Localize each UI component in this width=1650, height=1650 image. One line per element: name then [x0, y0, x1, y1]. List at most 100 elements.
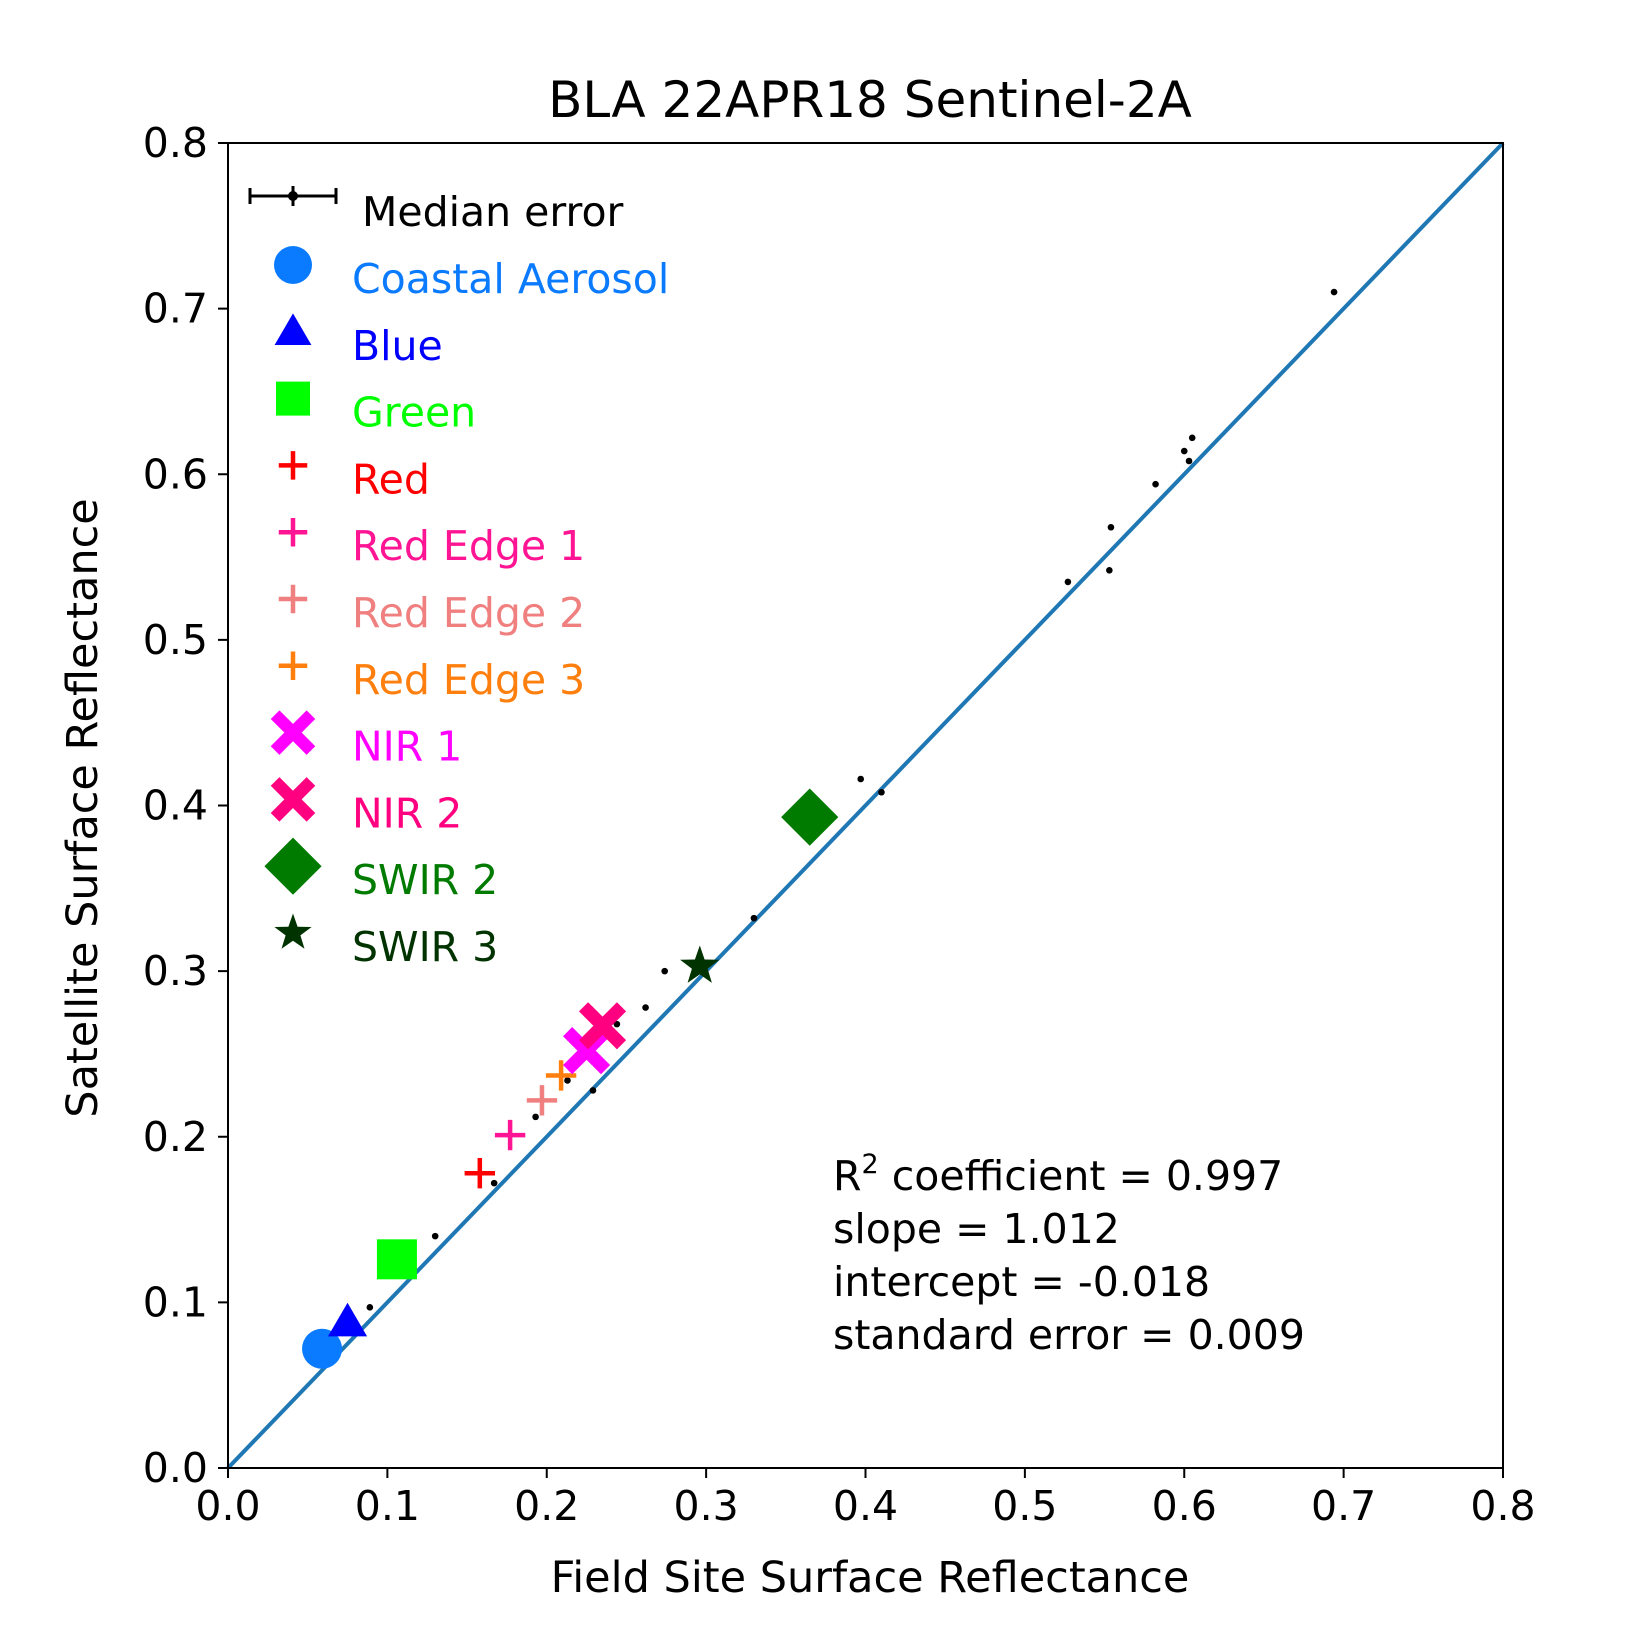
legend-item-nir-1: NIR 1	[270, 710, 462, 771]
marker-swir-3	[680, 945, 720, 983]
error-point	[1185, 457, 1193, 465]
x-tick-label: 0.4	[833, 1482, 898, 1530]
legend-marker-coastal-aerosol	[274, 246, 312, 284]
y-tick-label: 0.1	[143, 1278, 208, 1326]
legend-item-red-edge-1: Red Edge 1	[278, 517, 585, 570]
error-point	[532, 1113, 539, 1121]
x-tick-label: 0.3	[674, 1482, 739, 1530]
legend-marker-blue	[274, 313, 312, 346]
y-tick-label: 0.5	[143, 616, 208, 664]
legend-marker-red-edge-2	[278, 584, 308, 614]
r2-text: R2 coefficient = 0.997	[833, 1149, 1283, 1200]
marker-green	[376, 1239, 417, 1280]
stats-annotation: R2 coefficient = 0.997 slope = 1.012 int…	[833, 1149, 1305, 1359]
r2-prefix: R	[833, 1152, 862, 1200]
legend-marker-red-edge-3	[278, 651, 308, 681]
legend: Median error Coastal Aerosol Blue Green Red R…	[248, 186, 669, 971]
error-point	[490, 1179, 498, 1187]
marker-swir-2	[781, 788, 839, 846]
legend-item-swir-3: SWIR 3	[274, 913, 498, 971]
legend-label-red: Red	[352, 455, 430, 503]
legend-label-red-edge-2: Red Edge 2	[352, 589, 585, 637]
error-point	[613, 1020, 621, 1028]
legend-label-median-error: Median error	[362, 188, 624, 236]
x-tick-label: 0.7	[1311, 1482, 1376, 1530]
error-point	[750, 914, 758, 922]
error-point	[857, 775, 865, 783]
y-tick-label: 0.0	[143, 1444, 208, 1492]
axes: 0.0 0.1 0.2 0.3 0.4 0.5 0.6 0.7 0.8 0.0 0.1 0.2 0.3 0…	[143, 119, 1536, 1530]
chart-title: BLA 22APR18 Sentinel-2A	[548, 71, 1192, 129]
error-point	[1330, 288, 1338, 296]
error-point	[661, 967, 668, 975]
legend-marker-nir-1	[270, 710, 316, 755]
legend-item-red: Red	[278, 451, 430, 503]
y-tick-label: 0.8	[143, 119, 208, 167]
marker-red	[464, 1157, 496, 1189]
x-axis-label: Field Site Surface Reflectance	[551, 1553, 1190, 1603]
x-tick-label: 0.2	[514, 1482, 579, 1530]
y-axis-label: Satellite Surface Reflectance	[58, 498, 108, 1117]
error-point	[1107, 523, 1115, 531]
error-point	[564, 1077, 571, 1084]
legend-label-red-edge-3: Red Edge 3	[352, 656, 585, 704]
legend-item-green: Green	[276, 381, 476, 437]
marker-red-edge-1	[494, 1119, 526, 1151]
y-tick-label: 0.6	[143, 450, 208, 498]
intercept-text: intercept = -0.018	[833, 1258, 1210, 1306]
x-tick-label: 0.8	[1470, 1482, 1535, 1530]
x-tick-label: 0.6	[1152, 1482, 1217, 1530]
y-tick-label: 0.3	[143, 947, 208, 995]
legend-marker-nir-2	[270, 777, 316, 822]
error-point	[1188, 434, 1196, 442]
error-point	[431, 1232, 439, 1240]
marker-blue	[327, 1302, 368, 1337]
legend-item-red-edge-3: Red Edge 3	[278, 651, 585, 704]
error-point	[642, 1004, 649, 1011]
r2-superscript: 2	[862, 1149, 879, 1180]
legend-marker-red-edge-1	[278, 517, 308, 547]
x-tick-label: 0.1	[355, 1482, 420, 1530]
marker-coastal-aerosol	[302, 1328, 343, 1369]
legend-marker-red	[278, 451, 308, 480]
error-point	[1152, 480, 1159, 488]
marker-red-edge-3	[545, 1060, 577, 1091]
slope-text: slope = 1.012	[833, 1205, 1120, 1253]
error-point	[1180, 447, 1188, 455]
y-tick-label: 0.4	[143, 782, 208, 830]
legend-label-coastal-aerosol: Coastal Aerosol	[352, 255, 669, 303]
error-point	[1064, 578, 1072, 586]
x-tick-label: 0.0	[195, 1482, 260, 1530]
legend-marker-swir-3	[274, 913, 312, 949]
error-point	[366, 1304, 374, 1311]
legend-label-swir-3: SWIR 3	[352, 923, 498, 971]
legend-item-red-edge-2: Red Edge 2	[278, 584, 585, 637]
legend-label-nir-2: NIR 2	[352, 789, 462, 837]
legend-label-red-edge-1: Red Edge 1	[352, 522, 585, 570]
legend-label-nir-1: NIR 1	[352, 723, 462, 771]
marker-red-edge-2	[526, 1085, 558, 1116]
legend-median-error: Median error	[248, 186, 624, 236]
legend-label-green: Green	[352, 389, 476, 437]
legend-marker-swir-2	[264, 837, 322, 895]
legend-marker-green	[276, 381, 310, 416]
legend-item-blue: Blue	[274, 313, 443, 370]
r2-value: coefficient = 0.997	[879, 1152, 1284, 1200]
error-point	[1106, 567, 1113, 574]
marker-nir-2	[578, 1002, 627, 1050]
legend-errorbar-point	[288, 191, 298, 201]
x-tick-label: 0.5	[992, 1482, 1057, 1530]
error-point	[878, 788, 885, 796]
plot-area	[226, 141, 1505, 1470]
legend-item-nir-2: NIR 2	[270, 777, 462, 837]
y-tick-label: 0.2	[143, 1113, 208, 1161]
legend-label-blue: Blue	[352, 322, 443, 370]
std-error-text: standard error = 0.009	[833, 1311, 1305, 1359]
legend-label-swir-2: SWIR 2	[352, 856, 498, 904]
legend-item-coastal-aerosol: Coastal Aerosol	[274, 246, 669, 303]
one-to-one-line	[226, 141, 1505, 1470]
legend-item-swir-2: SWIR 2	[264, 837, 498, 904]
error-point	[589, 1087, 597, 1094]
y-tick-label: 0.7	[143, 285, 208, 333]
